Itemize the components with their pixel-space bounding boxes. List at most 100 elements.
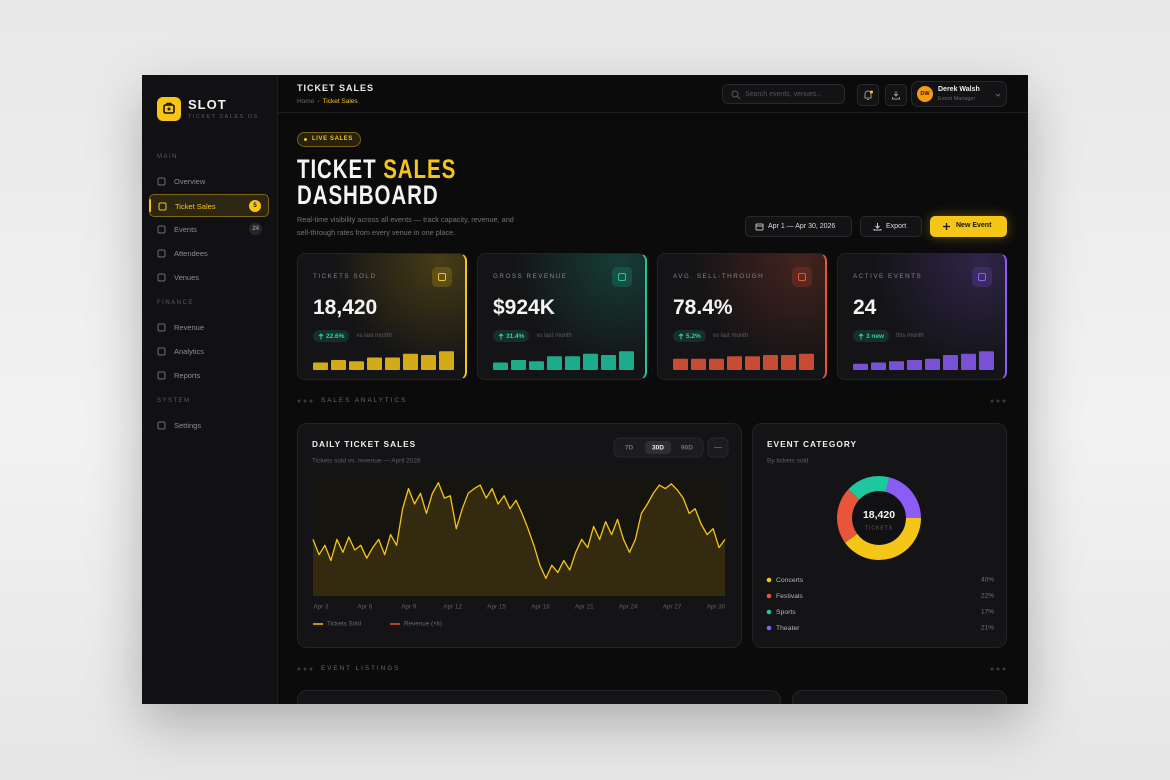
kpi-change-row: 3 new this month — [853, 330, 924, 342]
download-button[interactable] — [885, 84, 907, 106]
up-arrow — [318, 332, 324, 339]
breadcrumb-current: Ticket Sales — [322, 98, 358, 105]
dot — [990, 399, 994, 403]
mini-bar — [565, 356, 580, 370]
search-box[interactable]: Search events, venues... — [722, 84, 845, 104]
kpi-change-row: 5.2% vs last month — [673, 330, 748, 342]
up-arrow-shape — [318, 332, 324, 339]
header-divider — [278, 112, 1028, 113]
kpi-change-pill: 22.6% — [313, 330, 350, 342]
nav-item[interactable]: Overview — [149, 170, 269, 193]
nav-item[interactable]: Settings — [149, 414, 269, 437]
mini-bar — [601, 355, 616, 370]
logo-icon — [157, 97, 181, 121]
nav-item[interactable]: Ticket Sales 5 — [149, 193, 269, 217]
nav-item[interactable]: Revenue — [149, 316, 269, 339]
nav-icon — [157, 225, 166, 233]
nav-icon — [157, 371, 166, 379]
nav-item[interactable]: Attendees — [149, 242, 269, 265]
legend-label: Tickets Sold — [327, 621, 362, 628]
export-text: Export — [886, 223, 907, 230]
dot — [309, 399, 313, 403]
nav-item[interactable]: Analytics — [149, 340, 269, 363]
date-range-button[interactable]: Apr 1 — Apr 30, 2026 — [745, 216, 852, 237]
kpi-change-row: 22.6% vs last month — [313, 330, 392, 342]
nav-section-label: MAIN — [157, 154, 178, 160]
kpi-icon-glyph — [978, 273, 986, 281]
nav-section-label: FINANCE — [157, 300, 194, 306]
mini-bar — [691, 358, 706, 370]
export-button[interactable]: Export — [860, 216, 922, 237]
kpi-change: 5.2% — [686, 332, 701, 340]
section-label: EVENT LISTINGS — [321, 665, 401, 672]
chart-subtitle: Tickets sold vs. revenue — April 2026 — [312, 458, 421, 465]
mini-bar — [853, 363, 868, 370]
legend-label: Theater — [776, 625, 800, 632]
kpi-change: 31.4% — [506, 332, 525, 340]
mini-bar — [349, 361, 364, 370]
area — [313, 482, 725, 596]
breadcrumb-item[interactable]: Home — [297, 98, 315, 105]
daily-sales-chart: DAILY TICKET SALES Tickets sold vs. reven… — [312, 437, 729, 628]
kpi-note: this month — [896, 333, 924, 339]
nav-section-label: SYSTEM — [157, 398, 191, 404]
kpi-icon — [612, 267, 632, 287]
dot — [303, 399, 307, 403]
range-tab[interactable]: 90D — [681, 445, 693, 452]
nav-item[interactable]: Venues — [149, 266, 269, 289]
mini-bar — [331, 360, 346, 370]
kpi-icon-shape — [618, 273, 626, 281]
nav-icon-shape — [157, 225, 166, 233]
nav-icon — [157, 421, 166, 429]
donut-segment — [848, 476, 890, 500]
nav-icon-shape — [157, 323, 166, 331]
legend-value: 22% — [981, 593, 994, 600]
export-icon — [873, 223, 882, 231]
breadcrumb: Home › Ticket Sales — [297, 98, 358, 105]
mini-bar — [673, 358, 688, 370]
plot-area — [313, 478, 725, 596]
new-event-button[interactable]: New Event — [930, 216, 1007, 237]
nav-icon-shape — [158, 202, 167, 210]
mini-bar-chart — [313, 351, 454, 370]
mini-bar-chart — [493, 351, 634, 370]
legend-dot — [766, 625, 772, 631]
kpi-label: ACTIVE EVENTS — [853, 273, 923, 280]
kpi-note: vs last month — [712, 333, 749, 339]
hero-description: Real-time visibility across all events —… — [297, 215, 514, 237]
kpi-change-pill: 3 new — [853, 330, 890, 342]
up-arrow — [858, 332, 864, 339]
mini-bar-chart — [673, 353, 814, 370]
plus-icon — [943, 223, 950, 230]
divider-dots — [990, 399, 1006, 403]
range-tab[interactable]: 30D — [652, 445, 664, 452]
event-category-card: EVENT CATEGORY By tickets sold 18,420 TICKE… — [752, 423, 1007, 648]
range-tab[interactable]: 7D — [625, 445, 634, 452]
dot — [990, 667, 994, 671]
hero-title-line2: DASHBOARD — [297, 180, 439, 210]
mini-bar — [439, 351, 454, 370]
mini-bar — [871, 362, 886, 370]
nav-badge: 5 — [249, 199, 261, 212]
notifications-button[interactable] — [857, 84, 879, 106]
search-icon — [731, 90, 741, 100]
daily-sales-card: DAILY TICKET SALES Tickets sold vs. reven… — [297, 423, 742, 648]
dot — [297, 667, 301, 671]
chart-title: DAILY TICKET SALES — [312, 439, 416, 449]
nav-icon — [158, 202, 167, 210]
kpi-change-pill: 31.4% — [493, 330, 530, 342]
nav-item[interactable]: Events 24 — [149, 218, 269, 241]
dot — [309, 667, 313, 671]
dot — [1002, 667, 1006, 671]
event-category-chart: EVENT CATEGORY By tickets sold 18,420 TICKE… — [766, 439, 994, 632]
kpi-card: ACTIVE EVENTS 24 3 new this month — [837, 253, 1007, 380]
x-tick-label: Apr 27 — [663, 604, 682, 611]
user-menu[interactable]: DW Derek Walsh Event Manager — [911, 81, 1007, 107]
mini-bar-chart — [853, 351, 994, 370]
nav-item[interactable]: Reports — [149, 364, 269, 387]
avatar: DW — [917, 86, 933, 102]
legend-label: Sports — [776, 609, 796, 616]
x-tick-label: Apr 30 — [707, 604, 726, 611]
active-indicator — [149, 198, 151, 212]
nav-badge: 24 — [249, 222, 262, 235]
